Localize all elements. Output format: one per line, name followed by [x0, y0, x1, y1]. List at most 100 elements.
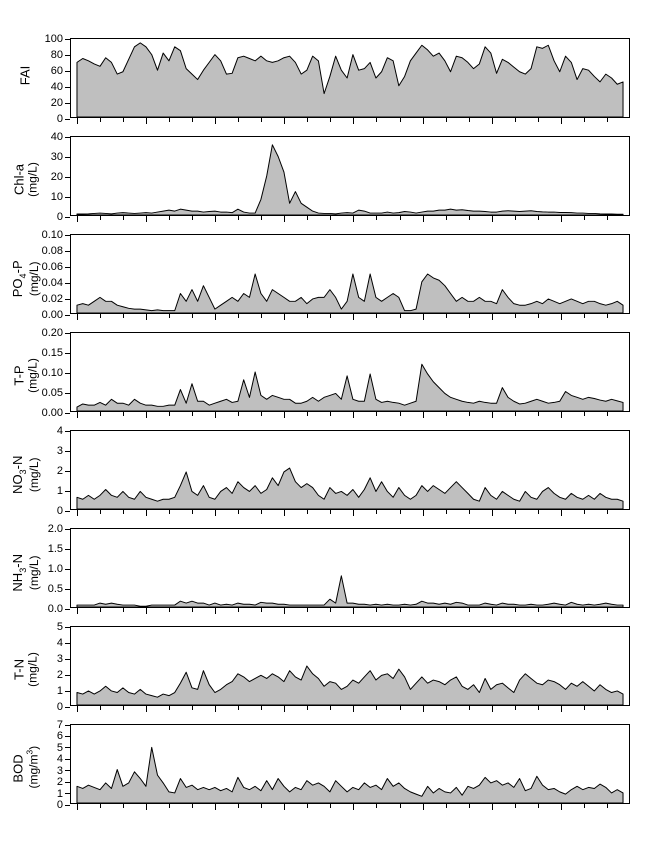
x-tick-minor — [261, 314, 262, 318]
x-tick-minor — [376, 314, 377, 318]
x-tick-minor — [330, 804, 331, 808]
x-tick-major — [77, 706, 78, 712]
x-tick-major — [353, 314, 354, 320]
x-tick-minor — [400, 608, 401, 612]
y-tick — [65, 333, 70, 334]
y-tick — [65, 373, 70, 374]
panel-chla: 010203040 — [70, 136, 630, 216]
x-tick-minor — [123, 804, 124, 808]
y-tick-label: 4 — [57, 637, 63, 649]
chart-stack: 020406080100FAI010203040Chl-a(mg/L)0.000… — [0, 0, 646, 849]
y-tick — [65, 805, 70, 806]
x-tick-minor — [123, 412, 124, 416]
x-tick-minor — [400, 314, 401, 318]
x-tick-major — [492, 314, 493, 320]
x-tick-minor — [446, 608, 447, 612]
x-tick-minor — [400, 118, 401, 122]
x-tick-minor — [469, 118, 470, 122]
y-tick — [65, 413, 70, 414]
x-tick-minor — [192, 412, 193, 416]
x-tick-major — [146, 314, 147, 320]
panel-bod: 01234567 — [70, 724, 630, 804]
x-tick-minor — [607, 608, 608, 612]
x-tick-major — [492, 118, 493, 124]
x-tick-minor — [469, 314, 470, 318]
x-tick-major — [561, 118, 562, 124]
x-tick-major — [561, 412, 562, 418]
x-tick-major — [423, 314, 424, 320]
y-tick-label: 80 — [51, 49, 63, 61]
x-tick-minor — [261, 608, 262, 612]
x-tick-major — [215, 706, 216, 712]
x-tick-minor — [584, 510, 585, 514]
x-tick-major — [284, 510, 285, 516]
x-tick-major — [77, 118, 78, 124]
x-tick-major — [77, 804, 78, 810]
x-tick-major — [215, 412, 216, 418]
y-tick-label: 30 — [51, 151, 63, 163]
y-tick-label: 20 — [51, 97, 63, 109]
x-tick-minor — [238, 118, 239, 122]
y-tick — [65, 251, 70, 252]
area-plot — [71, 137, 629, 215]
x-tick-minor — [584, 608, 585, 612]
x-tick-minor — [376, 804, 377, 808]
y-tick-label: 0.10 — [42, 367, 63, 379]
y-axis-title: NH3-N(mg/L) — [10, 553, 40, 593]
y-tick-label: 40 — [51, 131, 63, 143]
x-tick-minor — [169, 412, 170, 416]
area-plot — [71, 627, 629, 705]
axis-name: BOD — [11, 754, 26, 782]
x-tick-major — [77, 314, 78, 320]
x-tick-minor — [123, 510, 124, 514]
y-tick — [65, 87, 70, 88]
x-tick-minor — [261, 118, 262, 122]
x-tick-major — [215, 510, 216, 516]
x-tick-major — [284, 706, 285, 712]
x-tick-major — [215, 608, 216, 614]
x-tick-major — [561, 314, 562, 320]
x-tick-minor — [307, 510, 308, 514]
panel-po4p: 0.000.020.040.060.080.10 — [70, 234, 630, 314]
x-tick-major — [284, 314, 285, 320]
x-tick-minor — [446, 510, 447, 514]
x-tick-major — [353, 118, 354, 124]
x-tick-minor — [376, 510, 377, 514]
x-tick-minor — [446, 118, 447, 122]
x-tick-minor — [100, 412, 101, 416]
x-tick-minor — [469, 608, 470, 612]
y-tick — [65, 549, 70, 550]
x-tick-minor — [330, 314, 331, 318]
x-tick-minor — [538, 706, 539, 710]
x-tick-minor — [400, 412, 401, 416]
series-area — [77, 43, 623, 117]
x-tick-major — [561, 706, 562, 712]
y-tick-label: 4 — [57, 753, 63, 765]
x-tick-minor — [469, 510, 470, 514]
x-tick-minor — [400, 804, 401, 808]
x-tick-minor — [446, 706, 447, 710]
axis-unit: (mg/L) — [28, 455, 40, 495]
x-tick-major — [492, 608, 493, 614]
y-tick — [65, 589, 70, 590]
x-tick-major — [561, 216, 562, 222]
x-tick-minor — [307, 314, 308, 318]
x-tick-major — [561, 804, 562, 810]
x-tick-minor — [400, 706, 401, 710]
x-tick-minor — [238, 314, 239, 318]
series-area — [77, 747, 623, 803]
x-tick-minor — [607, 510, 608, 514]
y-tick-label: 1 — [57, 685, 63, 697]
x-tick-major — [423, 412, 424, 418]
axis-unit: (mg/L) — [27, 356, 39, 396]
y-tick — [65, 725, 70, 726]
panel-no3n: 01234 — [70, 430, 630, 510]
x-tick-minor — [330, 706, 331, 710]
x-tick-minor — [192, 118, 193, 122]
x-tick-minor — [469, 706, 470, 710]
y-tick-label: 0.02 — [42, 293, 63, 305]
y-tick-label: 0.06 — [42, 261, 63, 273]
y-tick — [65, 55, 70, 56]
y-tick — [65, 643, 70, 644]
y-tick — [65, 71, 70, 72]
